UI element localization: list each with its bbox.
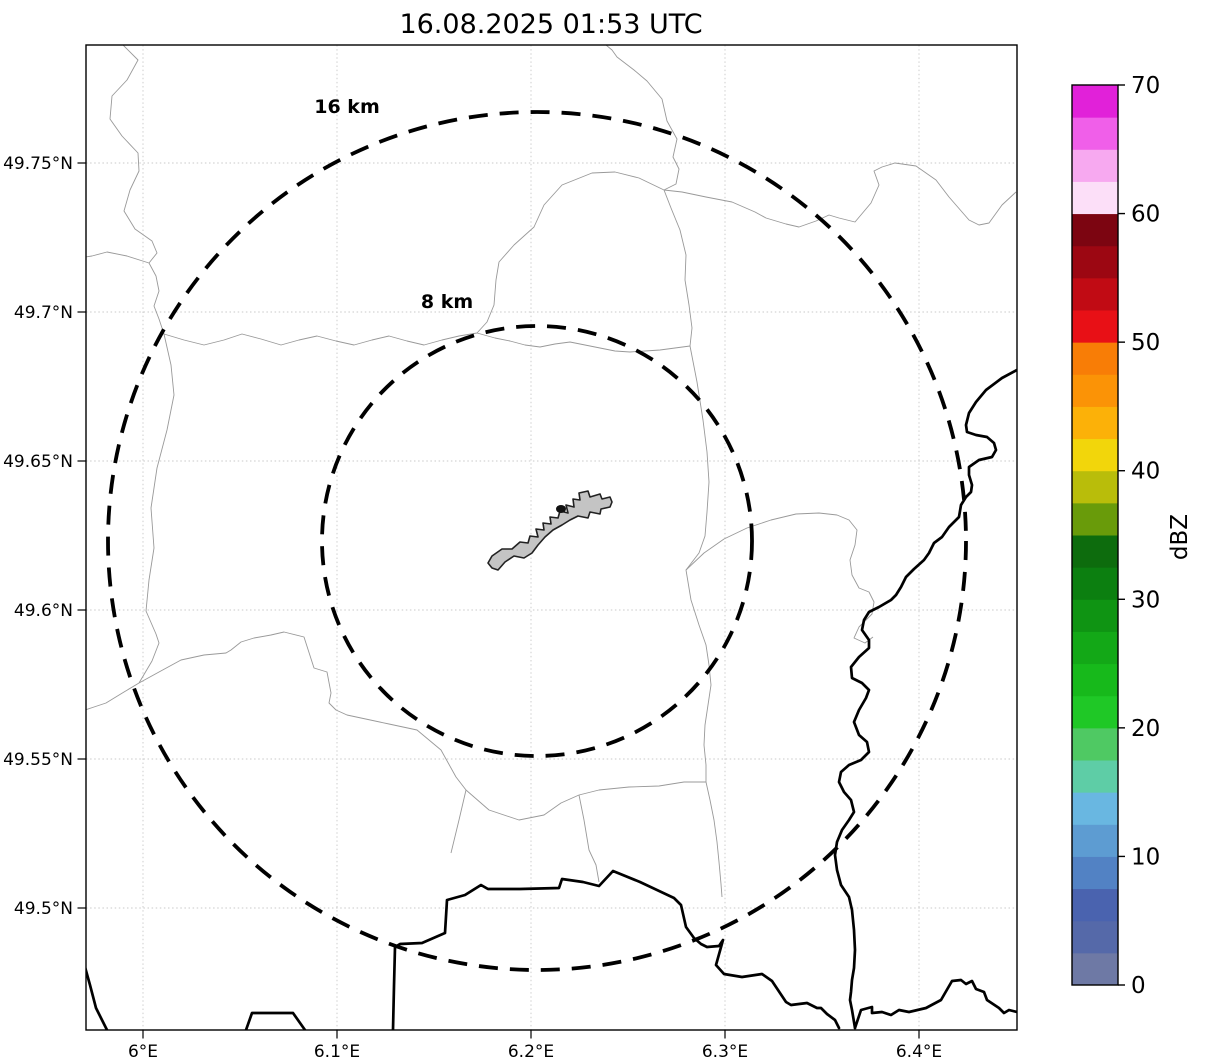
municipal-boundary-line [476,332,691,353]
colorbar-tick-label: 0 [1131,973,1146,999]
y-tick-label: 49.7°N [14,303,73,323]
country-border-line [391,869,841,1030]
municipal-boundary-line [86,682,140,710]
municipal-boundary-line [578,794,600,883]
municipal-boundary-line [605,45,680,191]
x-tick-label: 6.1°E [314,1042,360,1062]
colorbar-tick-label: 20 [1131,716,1160,742]
municipal-boundary-line [163,171,665,346]
municipal-boundary-line [465,781,706,821]
x-tick-label: 6°E [128,1042,158,1062]
colorbar-segment [1072,374,1118,407]
colorbar-segment [1072,760,1118,793]
ring-label-16km: 16 km [314,96,380,118]
colorbar-segment [1072,213,1118,247]
colorbar-segment [1072,85,1118,118]
x-tick-label: 6.4°E [896,1042,942,1062]
municipal-boundary-line [138,333,175,684]
radar-site-marker [556,505,566,513]
municipal-boundary-line [138,631,467,854]
colorbar-segment [1072,438,1118,472]
colorbar-segment [1072,470,1118,504]
colorbar-segment [1072,181,1118,215]
colorbar-tick-label: 30 [1131,587,1160,613]
colorbar-segment [1072,888,1118,922]
colorbar-segment [1072,856,1118,890]
y-tick-label: 49.65°N [3,452,73,472]
colorbar-segment [1072,502,1118,536]
country-border-line [244,1011,307,1030]
colorbar: 0 10 20 30 40 50 60 70 [1072,73,1160,999]
range-rings [106,110,968,972]
colorbar-tick-label: 60 [1131,202,1160,228]
colorbar-segment [1072,792,1118,825]
y-tick-label: 49.6°N [14,601,73,621]
country-border-line [86,967,109,1030]
colorbar-tick-label: 40 [1131,459,1160,485]
airport-outline [487,490,613,571]
country-border-line [853,978,1017,1030]
municipal-boundary-line [663,162,1017,228]
axes-ticks-and-labels: 6°E 6.1°E 6.2°E 6.3°E 6.4°E 49.75°N 49.7°N 49.6… [3,154,942,1062]
colorbar-tick-label: 10 [1131,844,1160,870]
y-tick-label: 49.55°N [3,750,73,770]
x-tick-label: 6.3°E [702,1042,748,1062]
colorbar-segment [1072,824,1118,857]
colorbar-tick-label: 50 [1131,330,1160,356]
y-tick-label: 49.75°N [3,154,73,174]
colorbar-outline [1071,84,1119,986]
municipal-boundaries [86,45,1017,898]
colorbar-label: dBZ [1167,514,1193,560]
municipal-boundary-line [663,189,723,898]
y-tick-label: 49.5°N [14,899,73,919]
colorbar-segment [1072,149,1118,182]
colorbar-segment [1072,727,1118,761]
colorbar-segment [1072,952,1118,986]
ring-label-8km: 8 km [421,291,473,313]
colorbar-segment [1072,920,1118,954]
colorbar-segment [1072,631,1118,665]
gridlines-layer [86,45,1017,1030]
municipal-boundary-line [685,512,875,644]
colorbar-segment [1072,599,1118,632]
municipal-boundary-line [86,251,150,264]
colorbar-segment [1072,406,1118,440]
colorbar-segment [1072,245,1118,279]
colorbar-segment [1072,342,1118,375]
colorbar-tick-label: 70 [1131,73,1160,99]
country-borders [86,368,1017,1030]
airport-polygon [487,490,613,571]
map-frame [85,44,1018,1031]
range-ring-8km [320,324,754,758]
municipal-boundary-line [109,45,165,335]
range-ring-16km [106,110,968,972]
colorbar-segment [1072,310,1118,343]
colorbar-segment [1072,277,1118,311]
colorbar-segment [1072,663,1118,697]
x-tick-label: 6.2°E [508,1042,554,1062]
country-border-line [833,368,1017,1030]
figure-title: 16.08.2025 01:53 UTC [399,9,702,40]
colorbar-segment [1072,567,1118,600]
colorbar-segment [1072,695,1118,729]
colorbar-segment [1072,535,1118,568]
colorbar-segment [1072,117,1118,150]
